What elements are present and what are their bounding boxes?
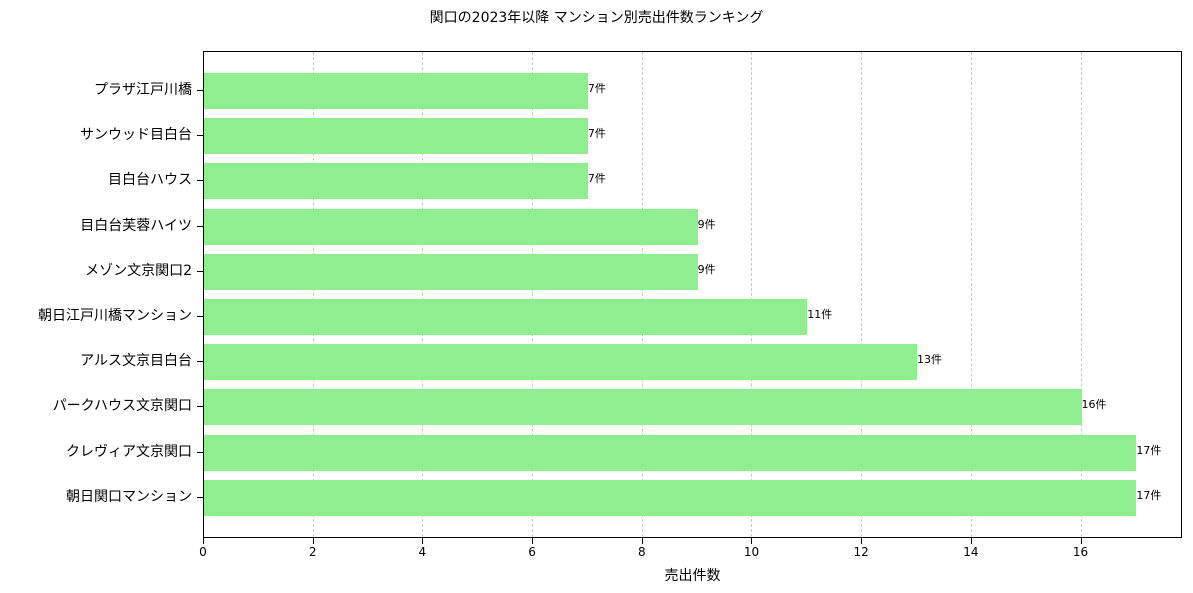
- x-tick-label: 2: [308, 545, 317, 559]
- bar: [204, 434, 1137, 471]
- bar-value-label: 9件: [697, 262, 716, 276]
- bar-value-label: 7件: [587, 127, 606, 141]
- y-tick-label: 朝日江戸川橋マンション: [38, 308, 192, 324]
- x-tick-label: 16: [1072, 545, 1089, 559]
- bar-value-label: 17件: [1136, 443, 1162, 457]
- plot-area: [203, 51, 1182, 538]
- x-tick: [861, 538, 863, 544]
- x-tick: [1080, 538, 1082, 544]
- bar-value-label: 7件: [587, 82, 606, 95]
- bar-value-label: 7件: [587, 172, 606, 186]
- y-tick-label: メゾン文京関口2: [85, 262, 192, 279]
- x-tick: [751, 538, 753, 544]
- y-tick: [197, 180, 203, 182]
- x-tick-label: 4: [418, 545, 427, 559]
- x-tick: [312, 538, 314, 544]
- bar: [204, 344, 917, 381]
- bar: [204, 299, 808, 335]
- y-tick: [197, 270, 203, 272]
- gridline: [641, 52, 643, 537]
- y-tick-label: パークハウス文京関口: [52, 398, 192, 415]
- y-tick: [197, 496, 203, 498]
- y-tick: [197, 225, 203, 227]
- x-tick-label: 14: [963, 545, 979, 559]
- x-tick: [203, 538, 204, 544]
- chart-title: 関口の2023年以降 マンション別売出件数ランキング: [429, 10, 764, 26]
- y-tick-label: アルス文京目白台: [80, 353, 192, 370]
- bar-value-label: 9件: [697, 217, 716, 231]
- x-axis-label: 売出件数: [664, 568, 721, 584]
- bar: [204, 118, 588, 155]
- gridline: [861, 52, 863, 537]
- bar: [204, 73, 588, 109]
- y-tick-label: サンウッド目白台: [80, 127, 192, 144]
- bar: [204, 389, 1082, 426]
- bar-value-label: 13件: [916, 353, 942, 367]
- x-tick: [532, 538, 534, 544]
- bar: [204, 163, 588, 200]
- y-tick-label: 目白台ハウス: [108, 172, 192, 189]
- bar: [204, 479, 1137, 516]
- x-tick: [422, 538, 424, 544]
- gridline: [422, 52, 424, 537]
- x-tick-label: 10: [743, 545, 760, 559]
- gridline: [970, 52, 972, 537]
- bar: [204, 253, 698, 290]
- bar-value-label: 17件: [1136, 488, 1162, 502]
- bar-value-label: 16件: [1081, 398, 1107, 412]
- y-tick: [197, 361, 203, 363]
- x-tick: [641, 538, 643, 544]
- y-tick-label: 朝日関口マンション: [66, 488, 192, 505]
- y-tick: [197, 90, 203, 91]
- x-tick-label: 6: [528, 545, 536, 559]
- y-tick: [197, 451, 203, 453]
- gridline: [312, 52, 314, 537]
- gridline: [1080, 52, 1082, 537]
- x-tick-label: 0: [199, 545, 207, 559]
- bar: [204, 208, 698, 245]
- gridline: [751, 52, 753, 537]
- y-tick-label: クレヴィア文京関口: [66, 443, 192, 460]
- y-tick: [197, 135, 203, 137]
- y-tick-label: 目白台芙蓉ハイツ: [80, 217, 192, 234]
- x-tick-label: 12: [853, 545, 869, 559]
- x-tick-label: 8: [637, 545, 646, 559]
- bar-value-label: 11件: [807, 308, 833, 321]
- y-tick-label: プラザ江戸川橋: [94, 82, 192, 98]
- y-tick: [197, 406, 203, 408]
- gridline: [532, 52, 534, 537]
- x-tick: [970, 538, 972, 544]
- y-tick: [197, 316, 203, 317]
